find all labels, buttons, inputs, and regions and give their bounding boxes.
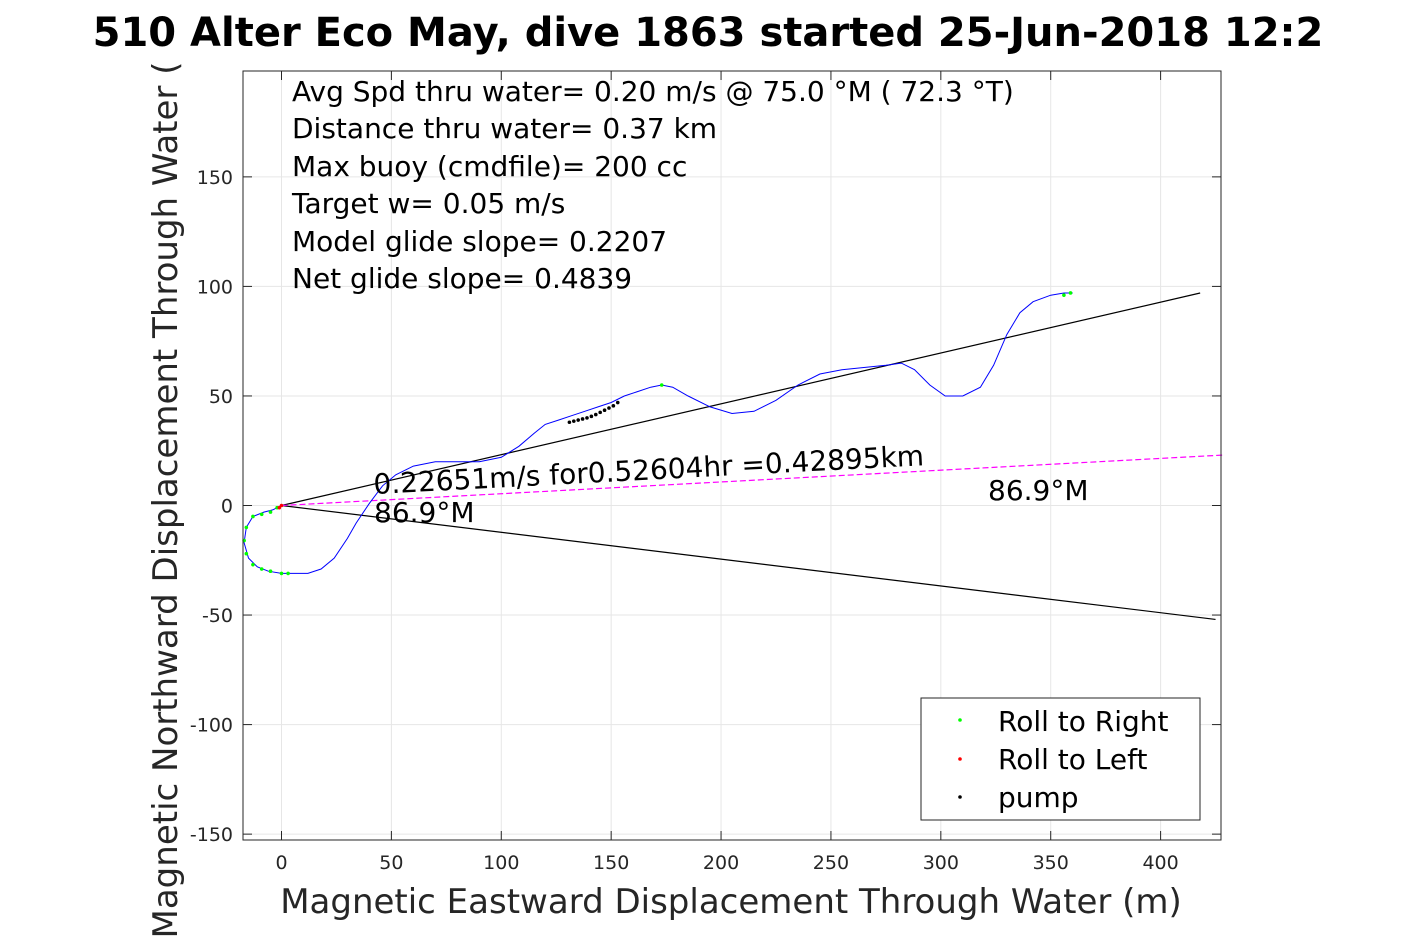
pump-point <box>602 408 607 412</box>
track-series-line <box>243 292 1073 574</box>
pump-point <box>567 420 572 425</box>
y-tick-label: 100 <box>197 276 233 298</box>
x-axis-label: Magnetic Eastward Displacement Through W… <box>280 882 1182 922</box>
roll-to-right-point <box>244 551 249 556</box>
pump-point <box>585 416 589 420</box>
roll-to-right-point <box>259 567 264 571</box>
roll-to-right-point <box>268 569 273 574</box>
roll-to-right-point <box>1068 291 1073 295</box>
x-tick-label: 50 <box>379 852 403 874</box>
pump-point <box>576 418 580 422</box>
heading-annotation-end: 86.9°M <box>988 474 1089 507</box>
y-axis-label: Magnetic Northward Displacement Through … <box>146 62 186 939</box>
pump-point <box>572 419 576 423</box>
points-layer <box>242 291 1073 576</box>
info-line-distance: Distance thru water= 0.37 km <box>292 112 717 145</box>
roll-to-right-point <box>659 383 664 387</box>
pump-point <box>593 412 598 417</box>
x-tick-label: 300 <box>923 852 959 874</box>
y-tick-label: -150 <box>190 824 233 846</box>
ticks-layer: 0 50 100 150 200 250 300 350 400 -150 -100 -50 0 50 10… <box>190 71 1221 874</box>
y-tick-label: 150 <box>197 167 233 189</box>
pump-point <box>598 410 602 415</box>
info-line-max-buoy: Max buoy (cmdfile)= 200 cc <box>292 150 687 183</box>
legend-box <box>920 697 1201 821</box>
roll-to-left-point <box>277 505 282 510</box>
x-tick-label: 100 <box>483 852 519 874</box>
legend: Roll to Right Roll to Left pump <box>920 697 1201 821</box>
roll-to-right-point <box>286 571 290 576</box>
pump-point <box>611 404 616 408</box>
net-heading-line <box>281 454 1223 507</box>
roll-to-right-point <box>259 512 264 517</box>
legend-label-pump: pump <box>998 781 1079 814</box>
x-tick-label: 350 <box>1033 852 1069 874</box>
legend-label-roll-left: Roll to Left <box>998 743 1147 776</box>
chart-title: 510 Alter Eco May, dive 1863 started 25-… <box>93 10 1324 56</box>
roll-to-left-point <box>279 503 284 508</box>
roll-to-right-point <box>244 525 249 530</box>
x-tick-label: 400 <box>1142 852 1178 874</box>
roll-to-right-point <box>251 514 255 519</box>
x-tick-label: 250 <box>813 852 849 874</box>
y-tick-label: 0 <box>221 496 233 518</box>
heading-annotation-start: 86.9°M <box>374 496 475 529</box>
roll-to-right-point <box>279 571 284 576</box>
x-tick-label: 150 <box>593 852 629 874</box>
info-line-avg-speed: Avg Spd thru water= 0.20 m/s @ 75.0 °M (… <box>292 75 1014 108</box>
pump-point <box>580 417 585 421</box>
legend-marker-roll-right <box>958 718 962 722</box>
y-tick-label: 50 <box>209 386 233 408</box>
x-tick-label: 200 <box>703 852 739 874</box>
roll-to-right-point <box>251 562 255 567</box>
legend-marker-pump <box>958 795 962 799</box>
info-line-net-glide: Net glide slope= 0.4839 <box>292 262 632 295</box>
plot-frame <box>242 70 1222 841</box>
info-line-model-glide: Model glide slope= 0.2207 <box>292 225 667 258</box>
reference-lines-layer <box>281 292 1223 621</box>
y-tick-label: -50 <box>202 605 233 627</box>
lower-bound-line <box>281 504 1216 621</box>
track-layer <box>243 292 1073 574</box>
info-line-target-w: Target w= 0.05 m/s <box>291 187 565 220</box>
legend-label-roll-right: Roll to Right <box>998 705 1169 738</box>
roll-to-right-point <box>268 510 273 514</box>
info-block: Avg Spd thru water= 0.20 m/s @ 75.0 °M (… <box>291 75 1014 295</box>
y-tick-label: -100 <box>190 715 233 737</box>
legend-marker-roll-left <box>958 757 962 761</box>
pump-point <box>589 414 594 419</box>
pump-point <box>615 400 620 405</box>
roll-to-right-point <box>1062 293 1066 297</box>
x-tick-label: 0 <box>275 852 287 874</box>
pump-point <box>607 406 611 410</box>
upper-bound-line <box>281 292 1201 507</box>
